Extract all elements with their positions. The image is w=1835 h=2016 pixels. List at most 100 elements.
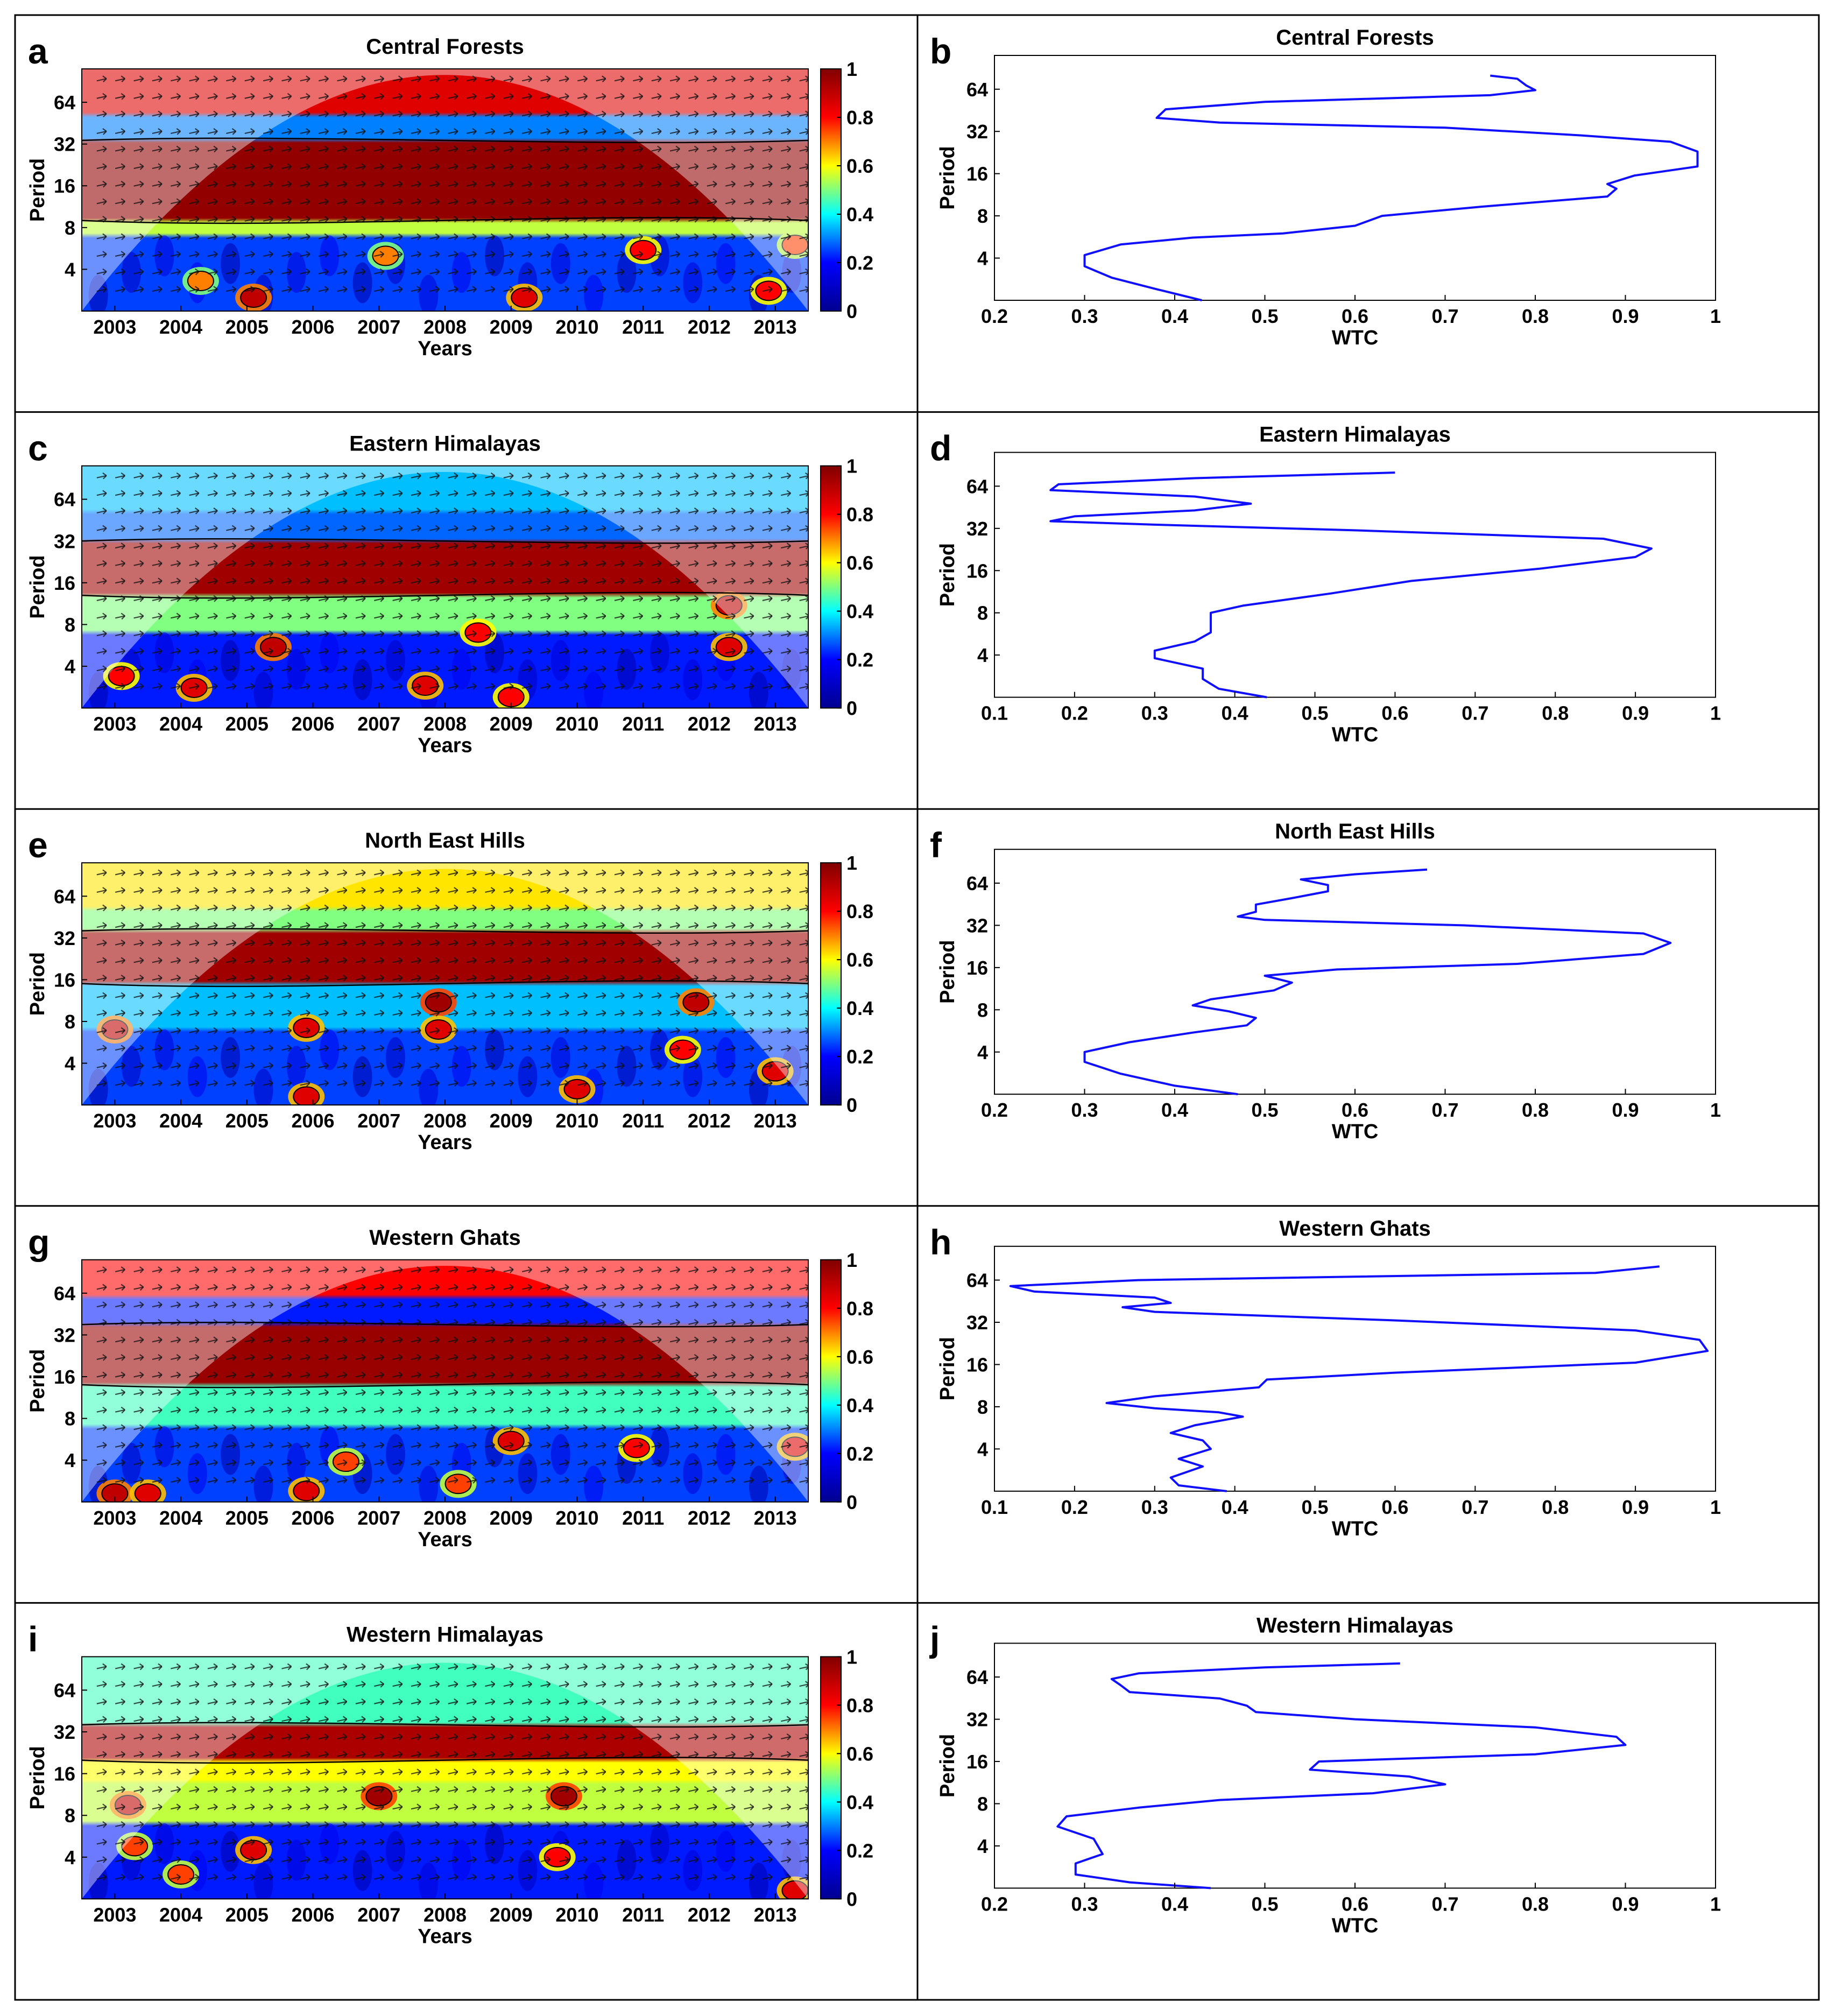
y-tick-label: 16 [966,163,988,185]
x-axis-label: WTC [1332,1518,1379,1540]
x-tick-label: 0.2 [1061,702,1088,724]
x-tick-label: 2008 [424,1904,467,1926]
x-tick-label: 2007 [357,1507,400,1529]
coherence-panel-a: a Central Forests 4 8 16 32 64 2003 2004 2005 2006… [26,31,873,360]
x-tick-label: 2011 [622,713,664,735]
y-tick-label: 16 [54,1763,75,1785]
x-tick-label: 0.6 [1342,1893,1368,1915]
y-tick-label: 32 [966,121,988,143]
panel-title: North East Hills [365,829,525,852]
x-tick-label: 2007 [357,1904,400,1926]
significance-contour [82,1381,808,1388]
x-tick-label: 0.2 [1061,1496,1088,1518]
y-tick-label: 4 [977,1835,988,1857]
y-tick-label: 4 [65,1449,75,1471]
x-tick-label: 2010 [555,1507,598,1529]
x-tick-label: 2011 [622,1904,664,1926]
coherence-panel-c: c Eastern Himalayas 4 8 16 32 64 2003 2004 2005 20… [26,428,873,757]
x-tick-label: 2006 [291,1110,334,1132]
x-tick-label: 0.5 [1251,1099,1278,1121]
coherence-panel-g: g Western Ghats 4 8 16 32 64 2003 2004 2005 2006 20… [26,1222,873,1551]
coherence-hotspot [365,1786,393,1807]
colorbar-tick-label: 1 [846,1646,857,1668]
colorbar-tick-label: 0.8 [846,1298,873,1320]
x-tick-label: 1 [1710,1496,1721,1518]
y-tick-label: 32 [966,1312,988,1334]
y-tick-label: 64 [966,79,988,101]
y-tick-label: 64 [54,91,75,114]
coherence-hotspot [259,637,287,658]
coherence-hotspot [444,1474,472,1495]
colorbar-tick-label: 0.8 [846,900,873,922]
coherence-hotspot [623,1437,650,1458]
x-axis-label: WTC [1332,1120,1379,1143]
colorbar-tick-label: 0.6 [846,949,873,971]
x-tick-label: 1 [1710,702,1721,724]
x-tick-label: 0.9 [1622,1496,1649,1518]
panel-letter: a [28,31,48,71]
cone-of-influence [82,863,808,1105]
coherence-hotspot [715,637,743,658]
x-tick-label: 0.3 [1141,702,1168,724]
coherence-hotspot [755,280,782,301]
cone-of-influence [82,1656,808,1899]
x-tick-label: 2007 [357,713,400,735]
colorbar-tick-label: 0.2 [846,252,873,274]
x-tick-label: 2004 [159,713,202,735]
x-tick-label: 2010 [555,1110,598,1132]
significance-contour [82,928,808,934]
colorbar-tick-label: 0.6 [846,1346,873,1368]
x-tick-label: 0.5 [1251,305,1278,327]
y-tick-label: 16 [54,1366,75,1388]
heatmap-area [82,466,808,708]
significance-contour [82,217,808,224]
colorbar-tick-label: 1 [846,852,857,874]
x-tick-label: 0.3 [1071,1893,1098,1915]
x-tick-label: 0.2 [981,305,1008,327]
y-tick-label: 4 [977,248,988,270]
colorbar [820,68,842,312]
panel-title: Western Himalayas [1257,1613,1453,1637]
coherence-panel-i: i Western Himalayas 4 8 16 32 64 2003 2004 2005 20… [26,1619,873,1948]
y-tick-label: 32 [966,518,988,540]
colorbar-tick-label: 0.2 [846,1839,873,1862]
x-tick-label: 2004 [159,1507,202,1529]
x-tick-label: 2010 [555,1904,598,1926]
x-axis-label: Years [418,735,472,757]
x-tick-label: 0.3 [1071,305,1098,327]
y-tick-label: 32 [966,1709,988,1731]
colorbar-tick-label: 0.4 [846,1791,873,1813]
x-tick-label: 2013 [754,1507,797,1529]
x-tick-label: 0.2 [981,1099,1008,1121]
x-tick-label: 2003 [93,1110,136,1132]
x-tick-label: 2003 [93,713,136,735]
y-tick-label: 16 [54,175,75,197]
phase-arrows [96,869,808,1087]
x-axis-label: Years [418,1925,472,1948]
wtc-panel-h: h Western Ghats 4 8 16 32 64 0.1 0.2 0.3 0.4 0.5 0.6… [930,1217,1721,1540]
y-tick-label: 32 [54,927,75,949]
x-tick-label: 2008 [424,713,467,735]
y-tick-label: 32 [54,1721,75,1743]
y-tick-label: 16 [54,969,75,991]
colorbar [820,1259,842,1503]
panel-letter: j [929,1619,940,1659]
panel-title: North East Hills [1275,820,1435,843]
x-axis-label: WTC [1332,327,1379,349]
y-axis-label: Period [26,158,49,222]
wtc-line [1009,1265,1709,1492]
x-tick-label: 0.7 [1431,1893,1458,1915]
heatmap-area [82,863,808,1105]
cone-of-influence [82,1259,808,1502]
x-tick-label: 2003 [93,1904,136,1926]
colorbar-tick-label: 0.8 [846,504,873,526]
x-axis-label: WTC [1332,1914,1379,1937]
figure-grid [14,14,1820,2001]
x-tick-label: 0.1 [981,1496,1008,1518]
plot-border [994,1245,1716,1492]
heatmap-area [82,1259,808,1502]
significance-contour [82,980,808,988]
x-tick-label: 0.4 [1222,1496,1248,1518]
phase-arrows [96,1663,808,1881]
x-tick-label: 0.4 [1161,305,1188,327]
